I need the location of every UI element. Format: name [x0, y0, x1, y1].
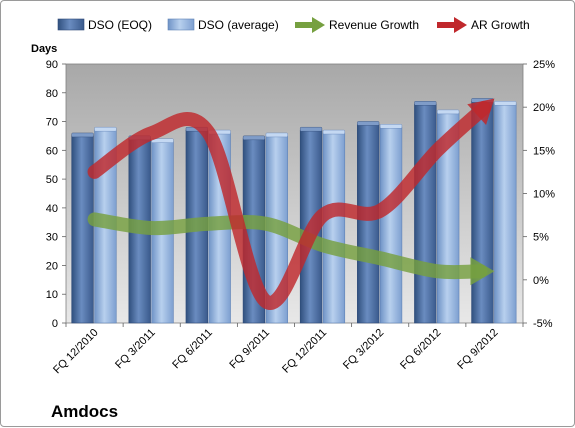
y2-tick-label: -5%: [533, 318, 553, 330]
y2-tick-label: 10%: [533, 189, 555, 201]
bar-dso-eoq: [357, 124, 380, 324]
y-tick-label: 20: [46, 260, 58, 272]
growth-lines-group: [87, 98, 495, 310]
legend-label-ar-growth: AR Growth: [471, 18, 530, 32]
bar-cap: [151, 138, 174, 143]
chart-title: Amdocs: [51, 402, 118, 421]
x-tick-label: FQ 6/2011: [170, 327, 215, 372]
x-tick-label: FQ 3/2011: [113, 327, 158, 372]
bar-cap: [322, 129, 345, 135]
legend-swatch-revenue-growth: [295, 17, 325, 33]
y-tick-label: 0: [52, 318, 58, 330]
y-axis-title: Days: [31, 43, 57, 55]
y2-tick-label: 25%: [533, 59, 555, 71]
arrowhead-revenue-growth: [470, 257, 495, 286]
x-tick-label: FQ 6/2012: [398, 327, 443, 372]
bar-cap: [265, 132, 288, 138]
y-tick-label: 50: [46, 174, 58, 186]
x-tick-label: FQ 12/2011: [280, 327, 329, 376]
bar-cap: [379, 124, 403, 129]
bar-dso-eoq: [414, 103, 437, 324]
y-tick-label: 40: [46, 203, 58, 215]
y-tick-label: 90: [46, 59, 58, 71]
bar-dso-average: [322, 132, 346, 324]
bar-dso-eoq: [471, 101, 494, 324]
x-tick-label: FQ 9/2011: [227, 327, 272, 372]
bar-dso-average: [494, 103, 517, 324]
y2-tick-label: 5%: [533, 232, 549, 244]
bar-cap: [300, 126, 323, 132]
bar-cap: [71, 132, 94, 138]
legend-swatch-dso-average: [167, 18, 195, 31]
bar-cap: [357, 121, 380, 126]
legend-label-dso-eoq: DSO (EOQ): [88, 18, 152, 32]
bar-dso-average: [379, 127, 403, 324]
x-tick-label: FQ 9/2012: [455, 327, 500, 372]
bar-cap: [94, 126, 117, 132]
bar-cap: [414, 101, 437, 106]
bar-cap: [494, 101, 517, 106]
legend-label-revenue-growth: Revenue Growth: [329, 18, 419, 32]
legend-swatch-ar-growth: [437, 17, 467, 33]
y2-tick-label: 20%: [533, 102, 555, 114]
x-tick-label: FQ 12/2010: [51, 327, 101, 377]
bar-cap: [242, 135, 265, 141]
bar-cap: [437, 109, 460, 115]
y-tick-label: 70: [46, 117, 58, 129]
x-tick-label: FQ 3/2012: [341, 327, 386, 372]
y-tick-label: 80: [46, 88, 58, 100]
line-revenue-growth: [87, 212, 488, 280]
legend-label-dso-average: DSO (average): [198, 18, 279, 32]
line-ar-growth: [87, 100, 492, 310]
y-tick-label: 60: [46, 145, 58, 157]
legend-swatch-dso-eoq: [57, 18, 85, 31]
bar-dso-eoq: [71, 135, 94, 324]
legend: DSO (EOQ) DSO (average) Revenue Growth A…: [57, 17, 530, 33]
y2-tick-label: 15%: [533, 145, 555, 157]
y-tick-label: 10: [46, 289, 58, 301]
arrowhead-ar-growth: [467, 98, 495, 126]
y2-tick-label: 0%: [533, 275, 549, 287]
y-tick-label: 30: [46, 232, 58, 244]
